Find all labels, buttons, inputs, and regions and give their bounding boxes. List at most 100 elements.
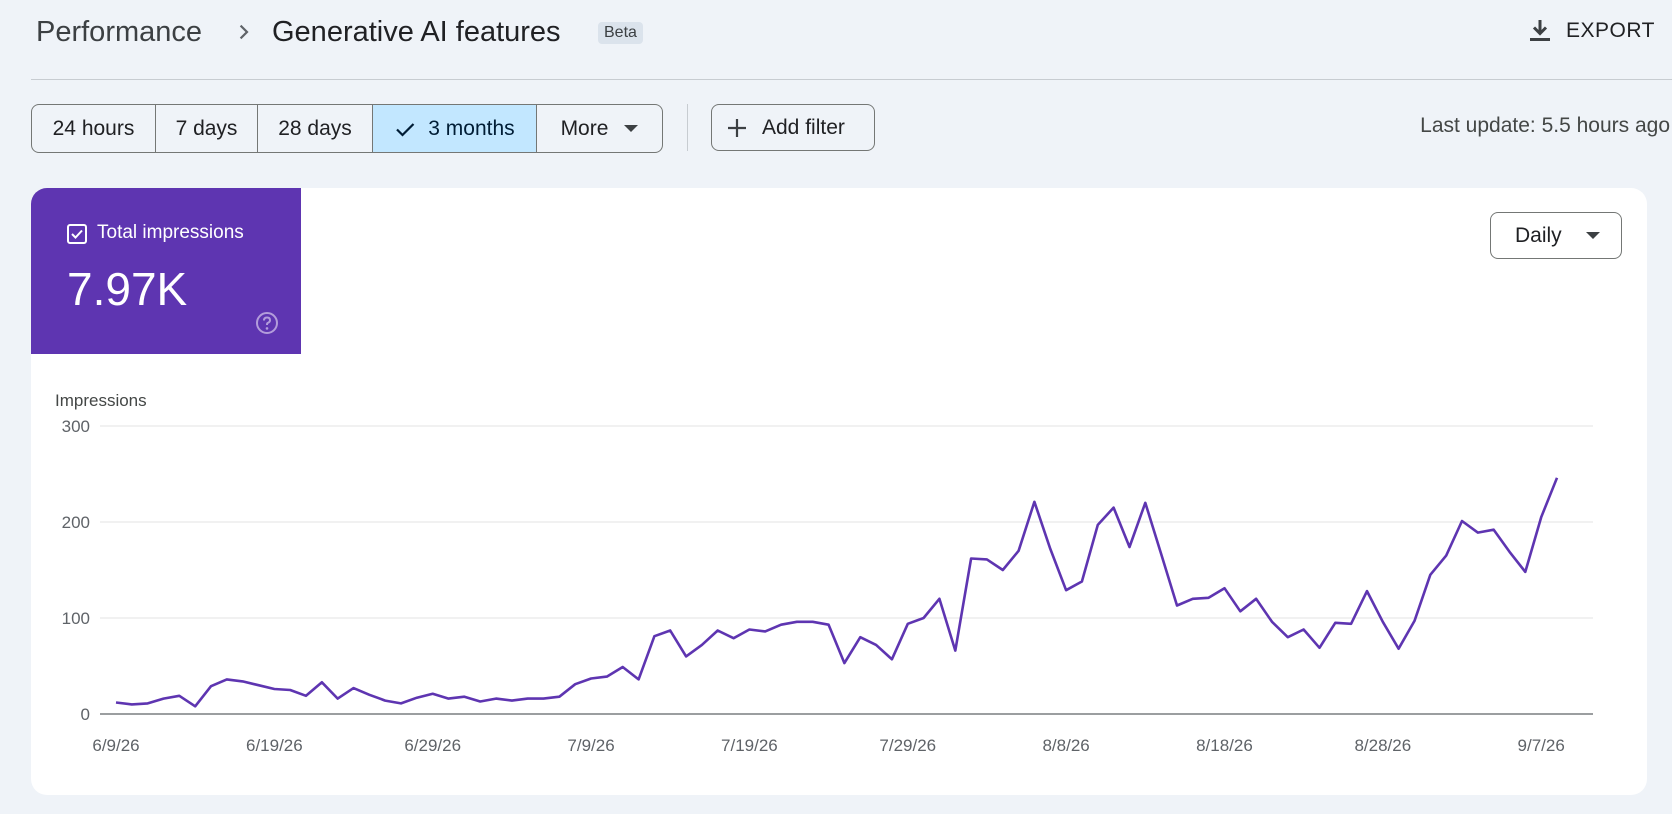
- data-point[interactable]: [1093, 520, 1103, 530]
- range-7-days-button[interactable]: 7 days: [156, 105, 258, 152]
- data-point[interactable]: [475, 697, 485, 707]
- data-point[interactable]: [903, 619, 913, 629]
- data-point[interactable]: [649, 631, 659, 641]
- data-point[interactable]: [887, 654, 897, 664]
- data-point[interactable]: [1330, 618, 1340, 628]
- data-point[interactable]: [1520, 567, 1530, 577]
- checkbox-checked-icon[interactable]: [67, 224, 87, 244]
- data-point[interactable]: [1251, 594, 1261, 604]
- help-icon[interactable]: [255, 311, 279, 335]
- data-point[interactable]: [808, 617, 818, 627]
- breadcrumb-performance-link[interactable]: Performance: [36, 16, 203, 48]
- data-point[interactable]: [364, 690, 374, 700]
- range-28-days-button[interactable]: 28 days: [258, 105, 373, 152]
- data-point[interactable]: [871, 640, 881, 650]
- data-point[interactable]: [491, 694, 501, 704]
- granularity-dropdown[interactable]: Daily: [1490, 212, 1622, 259]
- data-point[interactable]: [222, 674, 232, 684]
- more-ranges-dropdown[interactable]: More: [537, 105, 662, 152]
- data-point[interactable]: [1172, 601, 1182, 611]
- data-point[interactable]: [1314, 643, 1324, 653]
- data-point[interactable]: [396, 698, 406, 708]
- add-filter-button[interactable]: Add filter: [711, 104, 875, 151]
- data-point[interactable]: [1425, 570, 1435, 580]
- data-point[interactable]: [934, 594, 944, 604]
- data-point[interactable]: [190, 701, 200, 711]
- data-point[interactable]: [570, 679, 580, 689]
- data-point[interactable]: [586, 673, 596, 683]
- data-point[interactable]: [554, 692, 564, 702]
- data-point[interactable]: [1029, 497, 1039, 507]
- data-point[interactable]: [349, 683, 359, 693]
- data-point[interactable]: [1267, 617, 1277, 627]
- data-point[interactable]: [1283, 632, 1293, 642]
- data-point[interactable]: [206, 681, 216, 691]
- data-point[interactable]: [1014, 546, 1024, 556]
- data-point[interactable]: [602, 672, 612, 682]
- export-button[interactable]: EXPORT: [1528, 16, 1655, 46]
- total-impressions-tile[interactable]: Total impressions 7.97K: [31, 188, 301, 354]
- data-point[interactable]: [1188, 594, 1198, 604]
- data-point[interactable]: [634, 674, 644, 684]
- data-point[interactable]: [254, 680, 264, 690]
- data-point[interactable]: [143, 698, 153, 708]
- data-point[interactable]: [982, 554, 992, 564]
- data-point[interactable]: [428, 689, 438, 699]
- range-24-hours-button[interactable]: 24 hours: [32, 105, 156, 152]
- data-point[interactable]: [285, 685, 295, 695]
- data-point[interactable]: [159, 694, 169, 704]
- data-point[interactable]: [317, 677, 327, 687]
- data-point[interactable]: [1394, 644, 1404, 654]
- data-point[interactable]: [1140, 498, 1150, 508]
- data-point[interactable]: [333, 694, 343, 704]
- data-point[interactable]: [1204, 593, 1214, 603]
- data-point[interactable]: [1061, 585, 1071, 595]
- data-point[interactable]: [998, 565, 1008, 575]
- data-point[interactable]: [713, 625, 723, 635]
- data-point[interactable]: [1109, 503, 1119, 513]
- data-point[interactable]: [1156, 549, 1166, 559]
- data-point[interactable]: [238, 676, 248, 686]
- data-point[interactable]: [950, 646, 960, 656]
- data-point[interactable]: [269, 684, 279, 694]
- data-point[interactable]: [1362, 586, 1372, 596]
- data-point[interactable]: [1378, 617, 1388, 627]
- data-point[interactable]: [380, 696, 390, 706]
- data-point[interactable]: [127, 699, 137, 709]
- data-point[interactable]: [1077, 577, 1087, 587]
- range-3-months-button[interactable]: 3 months: [373, 105, 537, 152]
- data-point[interactable]: [1552, 473, 1562, 483]
- data-point[interactable]: [1124, 542, 1134, 552]
- data-point[interactable]: [1235, 606, 1245, 616]
- data-point[interactable]: [776, 620, 786, 630]
- data-point[interactable]: [412, 693, 422, 703]
- data-point[interactable]: [744, 625, 754, 635]
- data-point[interactable]: [618, 662, 628, 672]
- data-point[interactable]: [1473, 528, 1483, 538]
- data-point[interactable]: [1045, 544, 1055, 554]
- data-point[interactable]: [507, 696, 517, 706]
- data-point[interactable]: [966, 553, 976, 563]
- data-point[interactable]: [1441, 551, 1451, 561]
- data-point[interactable]: [1457, 516, 1467, 526]
- data-point[interactable]: [1536, 512, 1546, 522]
- data-point[interactable]: [174, 691, 184, 701]
- data-point[interactable]: [1346, 619, 1356, 629]
- data-point[interactable]: [539, 694, 549, 704]
- data-point[interactable]: [301, 691, 311, 701]
- data-point[interactable]: [729, 633, 739, 643]
- data-point[interactable]: [523, 694, 533, 704]
- data-point[interactable]: [760, 626, 770, 636]
- data-point[interactable]: [1489, 525, 1499, 535]
- data-point[interactable]: [824, 620, 834, 630]
- data-point[interactable]: [1299, 625, 1309, 635]
- data-point[interactable]: [792, 617, 802, 627]
- data-point[interactable]: [1504, 547, 1514, 557]
- data-point[interactable]: [459, 692, 469, 702]
- data-point[interactable]: [839, 658, 849, 668]
- data-point[interactable]: [444, 694, 454, 704]
- data-point[interactable]: [1219, 583, 1229, 593]
- data-point[interactable]: [1409, 616, 1419, 626]
- data-point[interactable]: [665, 625, 675, 635]
- data-point[interactable]: [111, 697, 121, 707]
